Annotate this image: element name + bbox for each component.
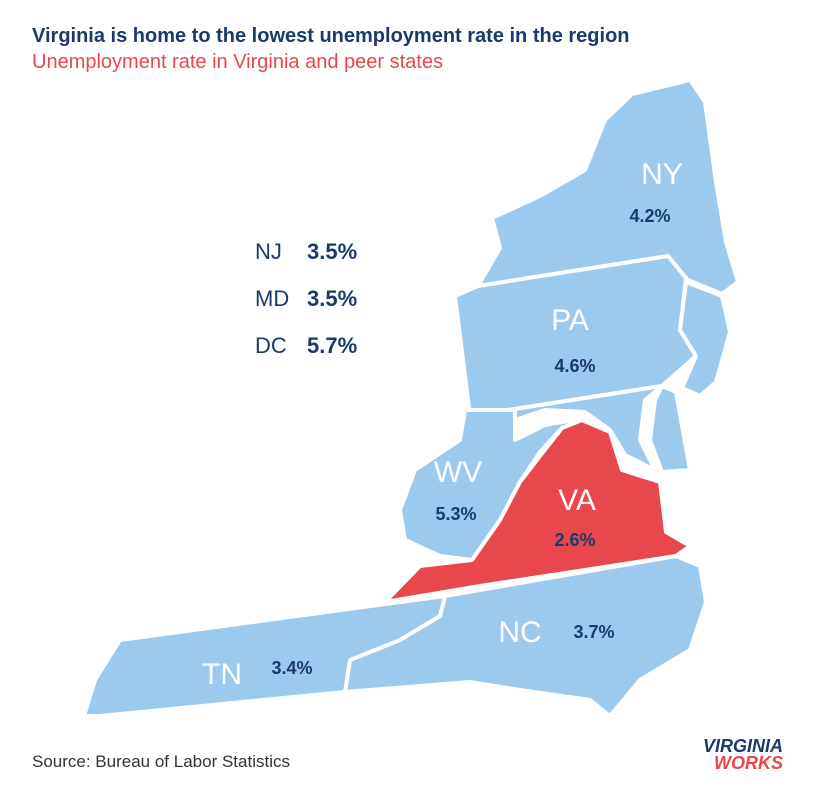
state-tn: [82, 594, 447, 718]
state-rate: 2.6%: [554, 530, 595, 550]
state-de: [648, 384, 692, 474]
state-va: [383, 418, 692, 604]
title: Virginia is home to the lowest unemploym…: [32, 25, 630, 47]
state-label: WV: [434, 456, 482, 489]
state-rate: 3.7%: [573, 622, 614, 642]
logo-bottom: WORKS: [714, 753, 783, 773]
logo-top: VIRGINIA: [703, 736, 783, 756]
state-rate: 4.6%: [554, 356, 595, 376]
inset-rate: 5.7%: [307, 333, 357, 358]
inset-rate: 3.5%: [307, 286, 357, 311]
inset-label: MD: [255, 286, 289, 311]
inset-label: DC: [255, 333, 287, 358]
state-label: NC: [498, 616, 541, 649]
state-rate: 4.2%: [629, 206, 670, 226]
inset-label: NJ: [255, 239, 282, 264]
state-label: PA: [551, 304, 589, 337]
map: [82, 78, 740, 718]
state-nj: [678, 280, 732, 398]
source: Source: Bureau of Labor Statistics: [32, 752, 290, 771]
subtitle: Unemployment rate in Virginia and peer s…: [32, 51, 443, 73]
state-ny: [476, 78, 740, 296]
state-rate: 5.3%: [435, 504, 476, 524]
state-rate: 3.4%: [271, 658, 312, 678]
state-label: VA: [558, 484, 596, 517]
inset-rate: 3.5%: [307, 239, 357, 264]
state-label: TN: [202, 658, 242, 691]
state-label: NY: [641, 158, 683, 191]
